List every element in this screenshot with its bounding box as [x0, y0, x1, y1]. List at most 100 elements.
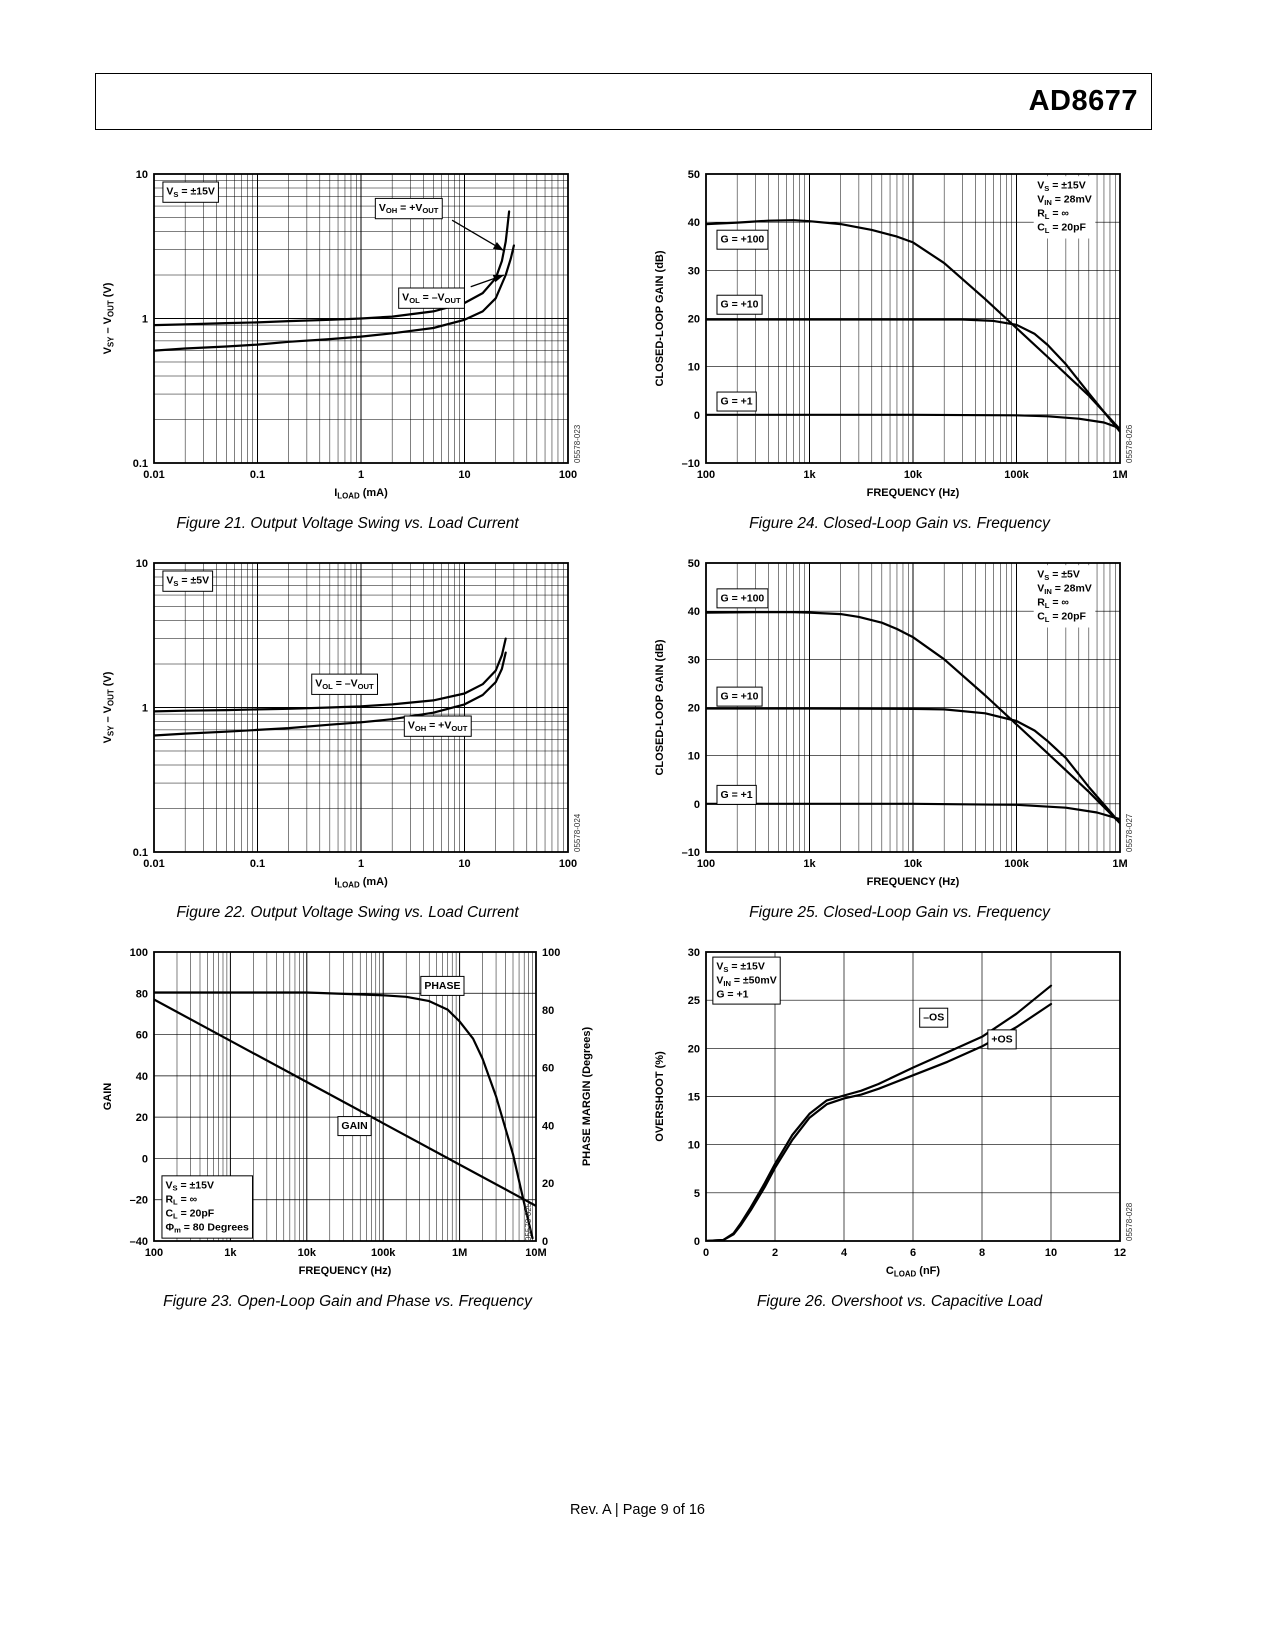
svg-text:80: 80	[135, 988, 147, 1000]
svg-text:VOH = +VOUT: VOH = +VOUT	[407, 720, 467, 733]
svg-text:100: 100	[696, 858, 714, 870]
svg-text:0.1: 0.1	[132, 458, 147, 470]
svg-text:05578-028: 05578-028	[1125, 1202, 1134, 1241]
svg-text:0: 0	[693, 410, 699, 422]
svg-text:4: 4	[840, 1247, 847, 1259]
figure-23-chart: 100 1k 10k 100k 1M 10M –40 –20 0 20 40 60 80 100 0 20 40…	[102, 947, 593, 1277]
footer-text: Rev. A | Page 9 of 16	[570, 1502, 705, 1518]
figure-23-caption: Figure 23. Open-Loop Gain and Phase vs. …	[163, 1293, 532, 1310]
svg-text:RL = ∞: RL = ∞	[1037, 208, 1069, 221]
svg-text:10: 10	[687, 1140, 699, 1152]
svg-text:1M: 1M	[451, 1247, 466, 1259]
svg-text:RL = ∞: RL = ∞	[1037, 597, 1069, 610]
figure-24: 100 1k 10k 100k 1M –10 0 10 20 30 40 50 FREQUENCY (H…	[647, 160, 1152, 533]
svg-text:0.01: 0.01	[143, 469, 164, 481]
svg-text:30: 30	[687, 265, 699, 277]
part-number: AD8677	[1028, 85, 1138, 117]
svg-text:15: 15	[687, 1092, 699, 1104]
svg-text:VIN = ±50mV: VIN = ±50mV	[716, 975, 776, 988]
svg-text:0.1: 0.1	[132, 847, 147, 859]
svg-text:40: 40	[135, 1071, 147, 1083]
svg-text:CLOSED-LOOP GAIN (dB): CLOSED-LOOP GAIN (dB)	[654, 639, 666, 775]
svg-text:10: 10	[458, 858, 470, 870]
svg-text:RL = ∞: RL = ∞	[165, 1193, 197, 1206]
svg-text:ILOAD (mA): ILOAD (mA)	[334, 876, 388, 889]
svg-text:VOL = –VOUT: VOL = –VOUT	[402, 292, 461, 305]
svg-text:100k: 100k	[1004, 469, 1029, 481]
svg-text:05578-025: 05578-025	[524, 1202, 533, 1241]
svg-text:GAIN: GAIN	[102, 1083, 114, 1111]
svg-text:20: 20	[542, 1178, 554, 1190]
svg-text:VIN = 28mV: VIN = 28mV	[1037, 583, 1092, 596]
svg-text:FREQUENCY (Hz): FREQUENCY (Hz)	[866, 876, 959, 888]
svg-text:VS = ±15V: VS = ±15V	[165, 1179, 214, 1192]
svg-text:50: 50	[687, 169, 699, 181]
svg-text:GAIN: GAIN	[341, 1120, 367, 1132]
figure-24-chart: 100 1k 10k 100k 1M –10 0 10 20 30 40 50 FREQUENCY (H…	[654, 169, 1134, 499]
svg-text:8: 8	[978, 1247, 984, 1259]
svg-text:VS = ±5V: VS = ±5V	[166, 574, 209, 587]
svg-text:05578-024: 05578-024	[573, 813, 582, 852]
svg-text:50: 50	[687, 558, 699, 570]
svg-text:6: 6	[909, 1247, 915, 1259]
svg-text:0: 0	[542, 1236, 548, 1248]
svg-text:10k: 10k	[903, 469, 922, 481]
svg-text:0.01: 0.01	[143, 858, 164, 870]
svg-text:G = +1: G = +1	[720, 789, 752, 801]
svg-text:1: 1	[141, 703, 147, 715]
svg-text:05578-023: 05578-023	[573, 424, 582, 463]
figure-22: 0.01 0.1 1 10 100 0.1 1 10 ILOAD (mA) VSY – VOUT …	[95, 549, 600, 922]
svg-text:+OS: +OS	[991, 1033, 1012, 1045]
svg-text:OVERSHOOT (%): OVERSHOOT (%)	[654, 1051, 666, 1142]
charts-grid: 0.01 0.1 1 10 100 0.1 1 10 ILOAD (mA) VSY – VOUT …	[95, 160, 1152, 1311]
figure-25-caption: Figure 25. Closed-Loop Gain vs. Frequenc…	[749, 904, 1050, 921]
svg-text:10: 10	[135, 169, 147, 181]
svg-text:10: 10	[135, 558, 147, 570]
svg-text:30: 30	[687, 947, 699, 959]
svg-text:1: 1	[357, 858, 363, 870]
svg-text:100: 100	[129, 947, 147, 959]
svg-text:G = +10: G = +10	[720, 299, 758, 311]
figure-21: 0.01 0.1 1 10 100 0.1 1 10 ILOAD (mA) VSY – VOUT …	[95, 160, 600, 533]
svg-text:VSY – VOUT (V): VSY – VOUT (V)	[102, 671, 115, 743]
svg-text:40: 40	[687, 217, 699, 229]
svg-text:5: 5	[693, 1188, 699, 1200]
svg-text:G = +1: G = +1	[716, 989, 748, 1001]
svg-text:0: 0	[141, 1153, 147, 1165]
svg-text:VS = ±15V: VS = ±15V	[1037, 180, 1086, 193]
svg-text:10k: 10k	[297, 1247, 316, 1259]
svg-text:05578-027: 05578-027	[1125, 813, 1134, 852]
svg-text:1k: 1k	[803, 469, 816, 481]
svg-text:100k: 100k	[370, 1247, 395, 1259]
page-content: AD8677 0.01 0.1 1 10 100 0.1 1 10 ILOAD (mA) VSY …	[95, 73, 1152, 1311]
svg-text:–10: –10	[681, 847, 699, 859]
figure-21-caption: Figure 21. Output Voltage Swing vs. Load…	[176, 515, 519, 532]
figure-26-caption: Figure 26. Overshoot vs. Capacitive Load	[756, 1293, 1043, 1310]
svg-text:VS = ±15V: VS = ±15V	[166, 185, 215, 198]
svg-text:–OS: –OS	[923, 1012, 944, 1024]
svg-text:20: 20	[687, 314, 699, 326]
svg-text:–10: –10	[681, 458, 699, 470]
svg-text:VS = ±15V: VS = ±15V	[716, 961, 765, 974]
figure-26-chart: 0 2 4 6 8 10 12 0 5 10 15 20 25 30 CLOAD (nF) OVERSHOOT…	[654, 947, 1134, 1278]
svg-text:FREQUENCY (Hz): FREQUENCY (Hz)	[866, 487, 959, 499]
svg-text:1M: 1M	[1112, 858, 1127, 870]
svg-text:60: 60	[135, 1030, 147, 1042]
svg-text:VSY – VOUT (V): VSY – VOUT (V)	[102, 282, 115, 354]
svg-text:G = +100: G = +100	[720, 592, 764, 604]
svg-text:60: 60	[542, 1063, 554, 1075]
svg-text:100: 100	[542, 947, 560, 959]
figure-25: 100 1k 10k 100k 1M –10 0 10 20 30 40 50 FREQUENCY (H…	[647, 549, 1152, 922]
svg-text:G = +1: G = +1	[720, 396, 752, 408]
svg-text:0: 0	[693, 799, 699, 811]
svg-text:0.1: 0.1	[249, 469, 264, 481]
svg-text:100k: 100k	[1004, 858, 1029, 870]
svg-text:VS = ±5V: VS = ±5V	[1037, 569, 1080, 582]
svg-text:G = +10: G = +10	[720, 691, 758, 703]
svg-text:VOL = –VOUT: VOL = –VOUT	[315, 678, 374, 691]
svg-text:0.1: 0.1	[249, 858, 264, 870]
svg-text:10M: 10M	[525, 1247, 546, 1259]
svg-text:30: 30	[687, 654, 699, 666]
